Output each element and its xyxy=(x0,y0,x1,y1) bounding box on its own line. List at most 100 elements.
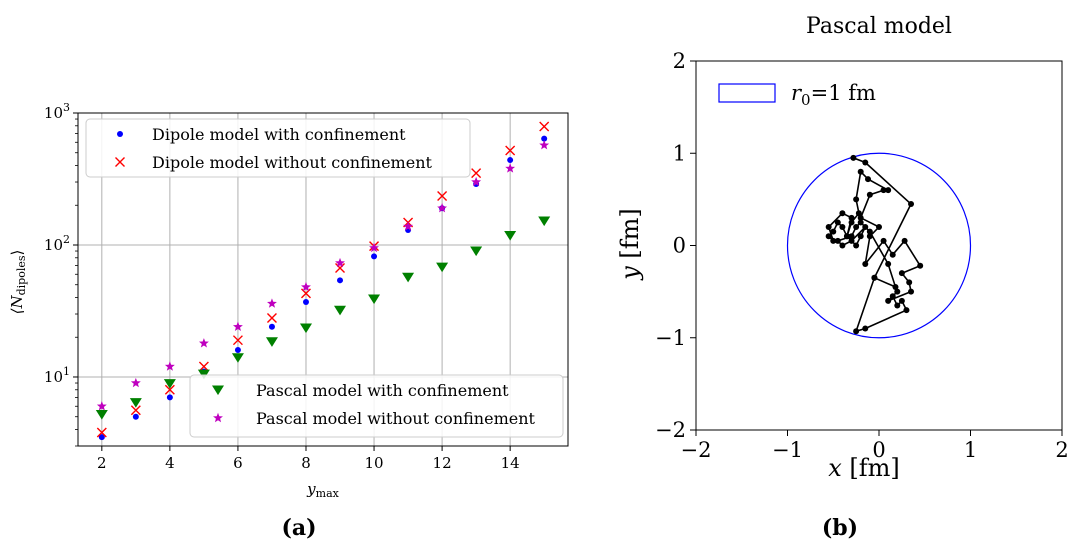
panel-a-point-series-2 xyxy=(129,398,142,408)
panel-a-legend-upper-frame xyxy=(85,118,471,178)
panel-a-point-series-1 xyxy=(300,288,311,299)
radius-circle-outline xyxy=(786,152,972,339)
legend-marker-symbol xyxy=(213,412,223,423)
panel-a-point-series-3 xyxy=(539,140,550,150)
panel-a-point-series-2 xyxy=(163,379,176,389)
panel-b-path xyxy=(825,154,924,335)
path-point xyxy=(898,270,905,277)
legend-marker-pascal-with xyxy=(212,385,224,396)
panel-a-point-series-0 xyxy=(132,413,139,420)
panel-a-point-series-2 xyxy=(95,409,108,420)
path-point xyxy=(834,237,841,244)
panel-a-legend-lower: Pascal model with confinement Pascal mod… xyxy=(189,374,564,438)
path-point xyxy=(865,176,872,183)
panel-a-point-series-2 xyxy=(402,272,415,283)
panel-b-caption: (b) xyxy=(822,515,858,541)
panel-a-point-series-2 xyxy=(299,323,312,334)
path-point xyxy=(885,297,892,304)
panel-a-point-series-3 xyxy=(232,321,243,332)
panel-a-x-tick-label: 8 xyxy=(301,454,311,472)
panel-a-y-tick-label: 102 xyxy=(44,233,70,254)
path-point xyxy=(876,224,882,231)
panel-a-point-series-3 xyxy=(198,338,209,348)
panel-b-x-tick-label: 0 xyxy=(872,438,885,462)
panel-a-point-series-1 xyxy=(335,262,346,273)
path-point xyxy=(853,196,860,203)
path-point xyxy=(839,242,846,249)
legend-label-dipole-without: Dipole model without confinement xyxy=(152,153,433,172)
panel-a-point-series-1 xyxy=(266,312,277,323)
panel-a-point-series-1 xyxy=(539,121,550,132)
panel-a-point-series-0 xyxy=(337,277,344,284)
path-point xyxy=(917,262,924,269)
panel-a-point-series-2 xyxy=(368,294,381,305)
panel-a-x-tick-label: 14 xyxy=(501,454,520,472)
path-point xyxy=(848,233,855,240)
path-point xyxy=(871,274,878,281)
panel-b-y-tick-label: 0 xyxy=(673,234,686,258)
path-point xyxy=(898,297,905,304)
path-point xyxy=(830,237,837,244)
panel-b-x-tick-label: −1 xyxy=(772,438,803,462)
path-point xyxy=(862,224,869,231)
path-point xyxy=(862,325,869,332)
path-point xyxy=(853,328,860,335)
path-point xyxy=(848,214,855,221)
panel-a-point-series-2 xyxy=(538,216,551,227)
panel-a-point-series-3 xyxy=(96,401,107,411)
path-point xyxy=(862,159,869,166)
panel-a-x-ticks: 2 4 6 8 10 12 14 xyxy=(97,446,520,472)
panel-a-point-series-1 xyxy=(437,191,448,202)
panel-b-y-tick-label: 2 xyxy=(673,49,686,73)
path-point xyxy=(908,288,915,295)
path-point xyxy=(901,237,908,244)
path-point xyxy=(866,191,873,198)
panel-a-point-series-1 xyxy=(96,427,107,438)
panel-a-point-series-3 xyxy=(267,298,277,308)
panel-a-point-series-3 xyxy=(301,281,311,292)
panel-a-point-series-1 xyxy=(505,145,516,156)
path-point xyxy=(848,219,855,226)
path-point xyxy=(853,242,860,249)
path-point xyxy=(850,154,857,161)
path-point xyxy=(853,224,860,231)
panel-a-point-series-0 xyxy=(302,298,309,305)
path-point xyxy=(839,210,846,217)
path-point xyxy=(857,219,864,226)
panel-a-point-series-1 xyxy=(471,168,482,179)
panel-a-point-series-3 xyxy=(505,163,516,173)
panel-a-point-series-3 xyxy=(335,257,345,268)
panel-b-x-tick-label: −2 xyxy=(681,438,712,462)
panel-b-y-tick-label: 1 xyxy=(673,141,686,165)
path-point xyxy=(839,224,846,231)
panel-b-y-tick-label: −1 xyxy=(655,326,686,350)
path-point xyxy=(894,288,901,295)
panel-a-point-series-0 xyxy=(268,323,275,330)
panel-b-x-ticks: −2 −1 0 1 2 xyxy=(681,430,1069,462)
panel-a: 2 4 6 8 10 12 14 101 102 103 ymax ⟨Ndipoles⟩ Dip… xyxy=(8,101,569,541)
legend-marker-dipole-with xyxy=(117,131,123,137)
panel-a-x-tick-label: 12 xyxy=(433,454,452,472)
path-point xyxy=(862,260,869,267)
legend-label-pascal-without: Pascal model without confinement xyxy=(256,409,536,428)
panel-a-y-tick-label: 103 xyxy=(44,101,70,122)
legend-marker-symbol xyxy=(115,157,125,167)
panel-a-marks xyxy=(95,121,551,441)
panel-a-point-series-2 xyxy=(334,305,347,316)
path-point xyxy=(866,233,873,240)
panel-a-y-axis-label: ⟨Ndipoles⟩ xyxy=(8,250,28,315)
path-point xyxy=(906,279,913,286)
path-point xyxy=(885,187,892,194)
legend-label-dipole-with: Dipole model with confinement xyxy=(152,125,406,144)
path-point xyxy=(892,284,899,291)
path-point xyxy=(880,187,887,194)
path-point xyxy=(908,200,915,207)
panel-a-point-series-1 xyxy=(232,335,243,346)
panel-a-x-tick-label: 6 xyxy=(233,454,243,472)
path-point xyxy=(903,307,910,314)
panel-b-x-tick-label: 2 xyxy=(1055,438,1068,462)
path-point xyxy=(880,237,887,244)
panel-a-point-series-0 xyxy=(166,394,173,401)
panel-a-point-series-1 xyxy=(198,361,209,372)
panel-a-x-tick-label: 10 xyxy=(364,454,383,472)
